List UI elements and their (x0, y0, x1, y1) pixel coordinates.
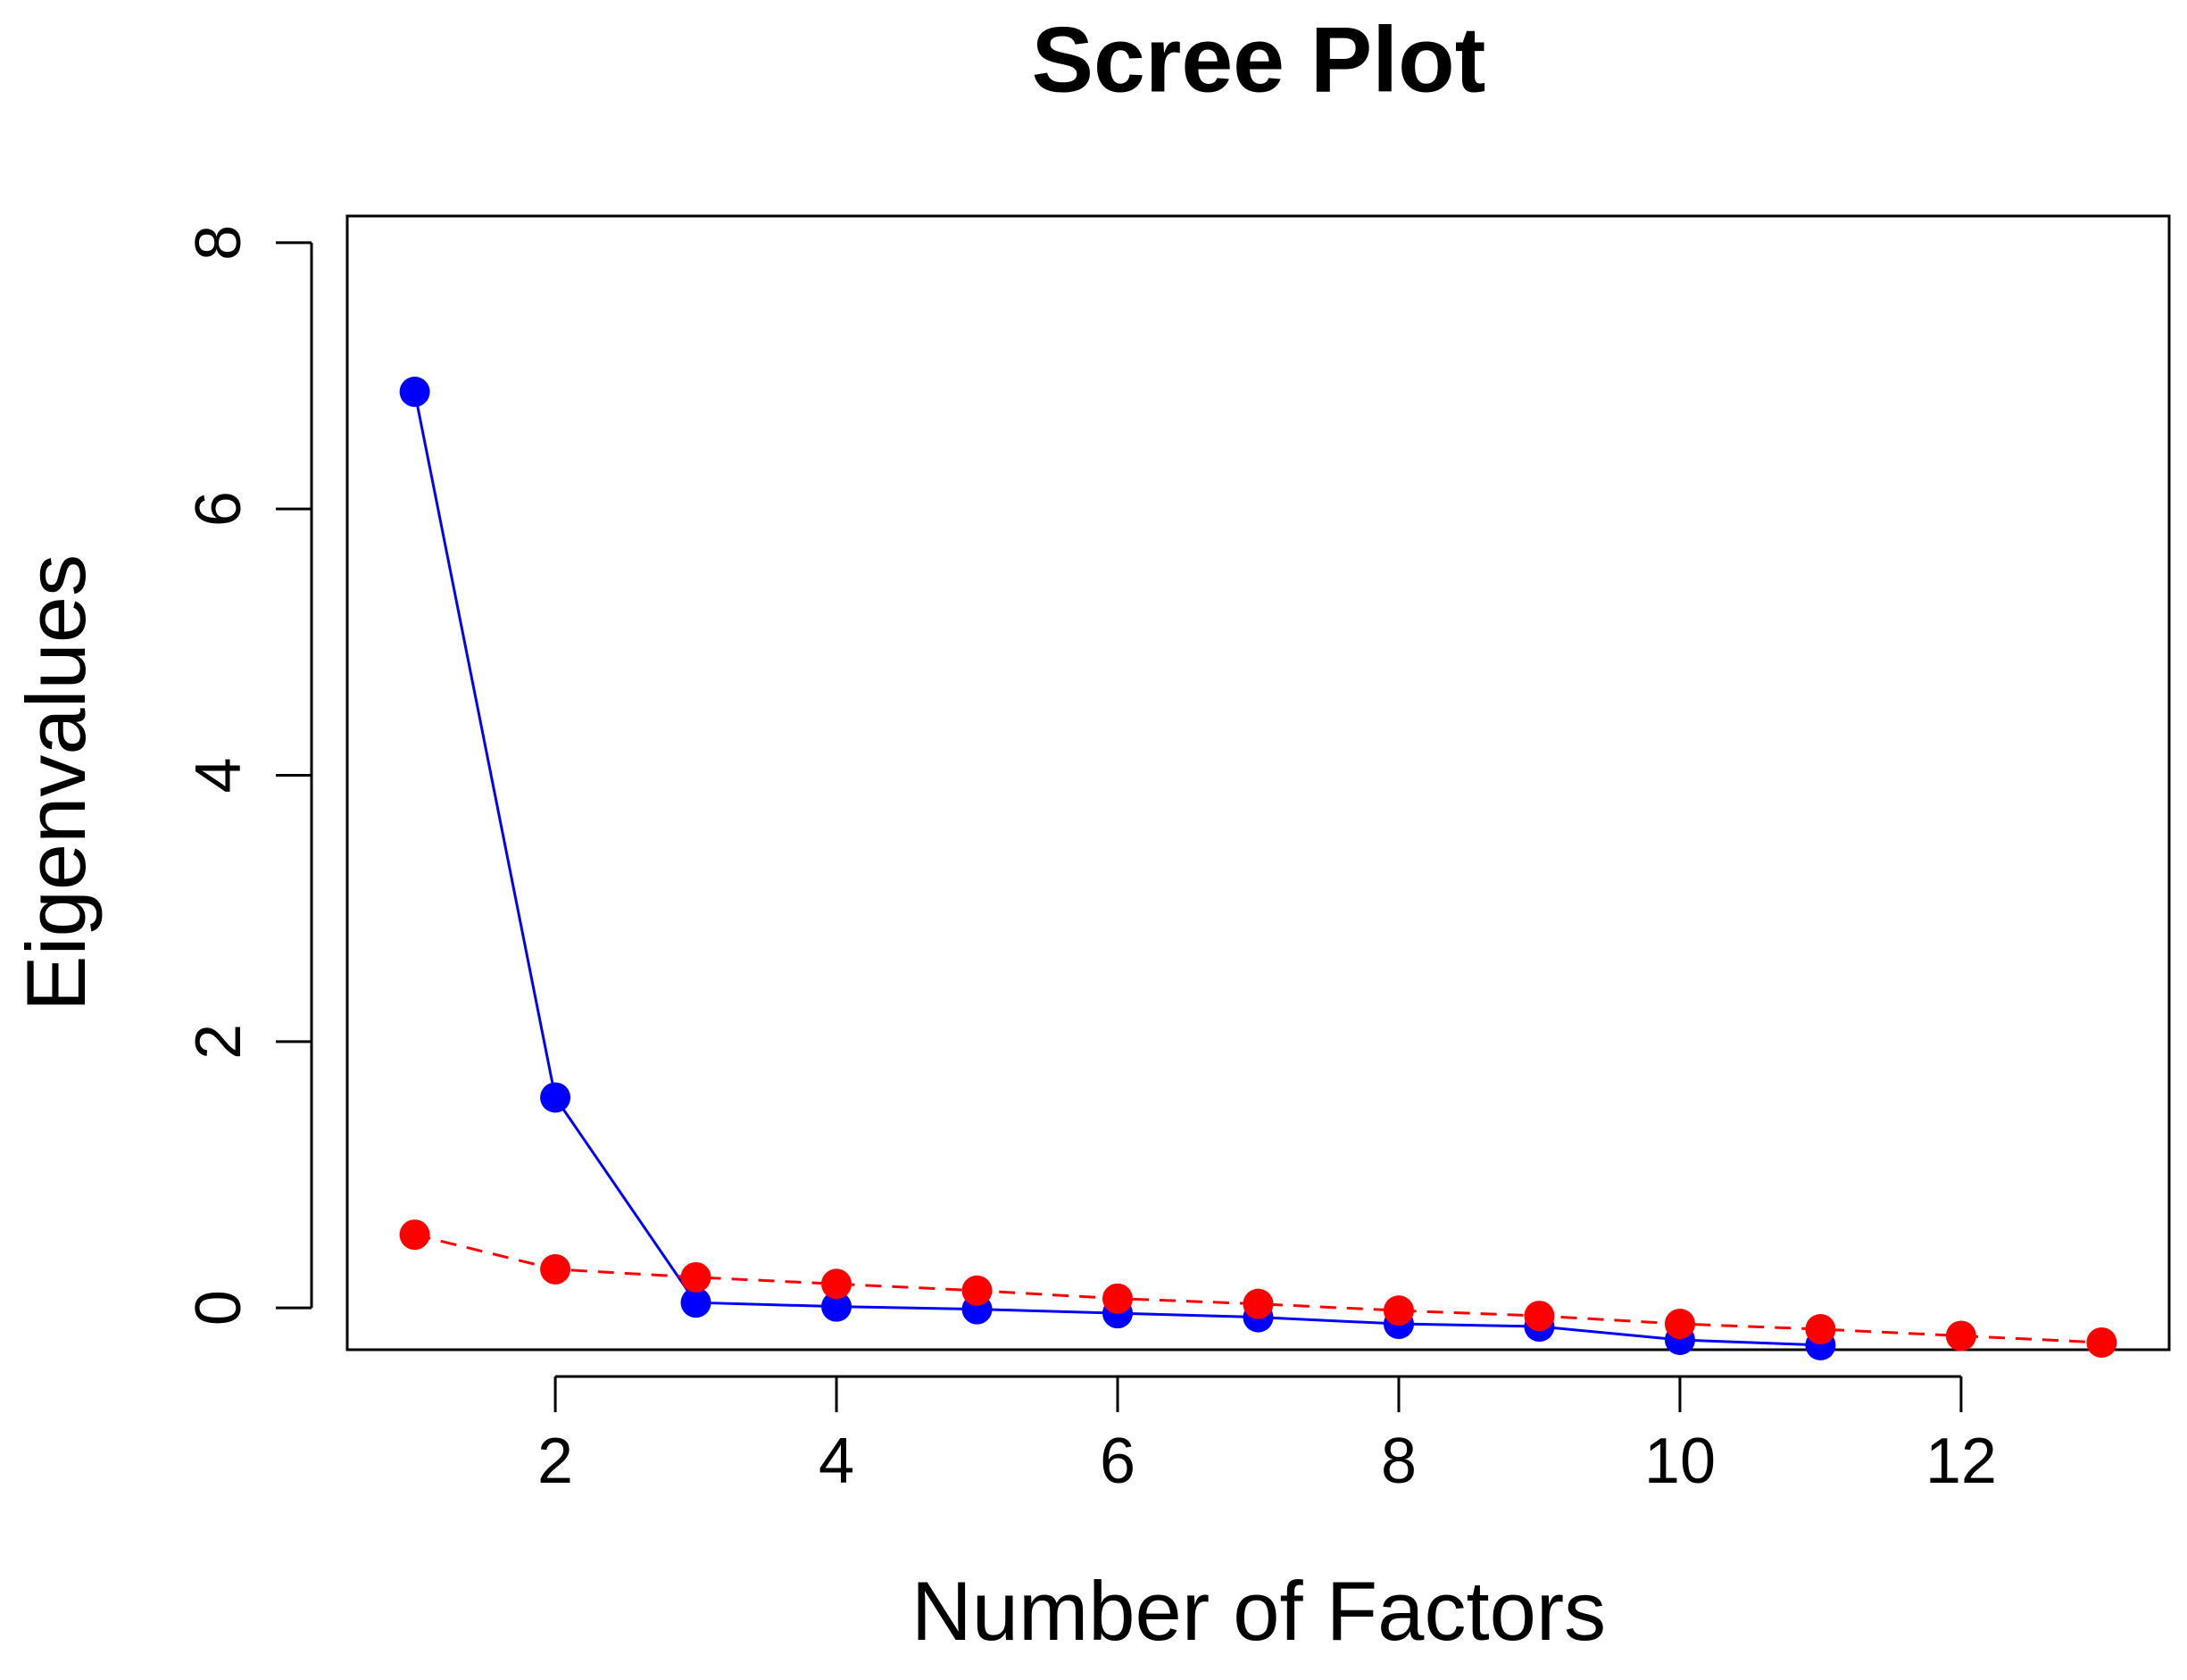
point (1383, 1295, 1414, 1327)
x-tick-label: 8 (1381, 1426, 1417, 1497)
series-line (413, 391, 1821, 1347)
x-axis-label: Number of Factors (911, 1564, 1606, 1658)
point (540, 1253, 571, 1285)
y-tick-label: 2 (183, 1024, 254, 1060)
y-axis-label: Eigenvalues (9, 554, 103, 1011)
point (2086, 1327, 2117, 1358)
point (680, 1287, 711, 1318)
point (821, 1291, 852, 1322)
point (1945, 1320, 1976, 1351)
point (680, 1261, 711, 1293)
point (540, 1082, 571, 1113)
x-tick-label: 12 (1925, 1426, 1997, 1497)
point (1664, 1309, 1695, 1340)
x-tick-label: 10 (1644, 1426, 1716, 1497)
x-tick-label: 4 (819, 1426, 854, 1497)
chart-title: Scree Plot (1032, 8, 1486, 112)
point (821, 1268, 852, 1300)
point (1805, 1314, 1836, 1345)
point (399, 376, 430, 407)
y-tick-label: 6 (183, 491, 254, 527)
point (961, 1275, 993, 1306)
point (1524, 1301, 1555, 1332)
x-tick-label: 2 (537, 1426, 573, 1497)
point (399, 1219, 430, 1251)
y-tick-label: 0 (183, 1290, 254, 1326)
plot-frame (345, 214, 2171, 1351)
point (1102, 1283, 1134, 1314)
y-tick-label: 8 (183, 225, 254, 261)
y-tick-label: 4 (183, 757, 254, 793)
x-tick-label: 6 (1100, 1426, 1135, 1497)
point (1243, 1288, 1274, 1319)
